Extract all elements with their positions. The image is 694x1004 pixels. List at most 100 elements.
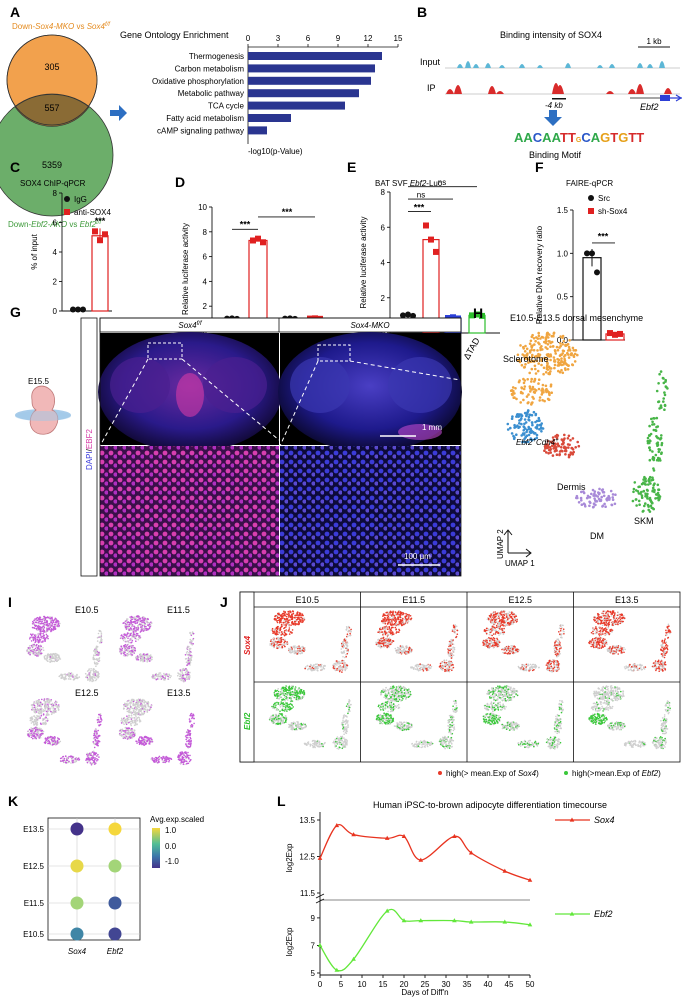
b-gene-label: Ebf2	[640, 102, 659, 112]
umap-cell	[40, 734, 42, 736]
umap-cell	[87, 759, 89, 761]
umap-cell	[126, 715, 128, 717]
umap-cell	[88, 760, 90, 762]
umap-cell	[287, 620, 289, 622]
umap-cell	[656, 442, 659, 445]
umap-cell	[530, 403, 533, 406]
umap-cell	[532, 386, 535, 389]
umap-cell	[150, 706, 152, 708]
umap-cell	[549, 370, 552, 373]
umap-cell	[545, 385, 548, 388]
umap-cell	[189, 651, 191, 653]
umap-cell	[70, 678, 72, 680]
umap-cell	[298, 653, 300, 655]
umap-cell	[97, 759, 99, 761]
umap-cell	[182, 669, 184, 671]
umap-cell	[564, 369, 567, 372]
umap-cell	[294, 622, 296, 624]
umap-cell	[522, 429, 525, 432]
umap-cell	[292, 688, 294, 690]
umap-cell	[190, 648, 192, 650]
motif-letter: G	[600, 130, 610, 145]
umap-cell	[567, 353, 570, 356]
h-cluster-dm: DM	[590, 531, 604, 541]
umap-cell	[143, 630, 145, 632]
umap-cell	[272, 628, 274, 630]
umap-cell	[153, 758, 155, 760]
c-sig: ***	[95, 216, 106, 226]
umap-cell	[44, 639, 46, 641]
umap-cell	[533, 343, 536, 346]
umap-cell	[284, 644, 286, 646]
venn-count-sox4-only: 305	[44, 62, 59, 72]
umap-cell	[92, 673, 94, 675]
umap-cell	[290, 694, 292, 696]
umap-cell	[652, 467, 655, 470]
umap-cell	[141, 742, 143, 744]
c-legend-igg: IgG	[74, 195, 87, 204]
umap-cell	[139, 740, 141, 742]
umap-cell	[534, 391, 537, 394]
umap-cell	[134, 717, 136, 719]
umap-cell	[295, 620, 297, 622]
umap-cell	[185, 739, 187, 741]
umap-cell	[300, 689, 302, 691]
umap-cell	[126, 618, 128, 620]
umap-cell	[145, 628, 147, 630]
umap-cell	[125, 723, 127, 725]
umap-cell	[131, 621, 133, 623]
umap-cell	[46, 658, 48, 660]
go-tick-label: 9	[336, 34, 341, 43]
b-track-ip-label: IP	[427, 83, 436, 93]
umap-cell	[132, 737, 134, 739]
umap-cell	[183, 764, 185, 766]
umap-cell	[128, 654, 130, 656]
panel-letter-c: C	[10, 159, 20, 175]
umap-cell	[96, 671, 98, 673]
umap-cell	[596, 495, 599, 498]
umap-cell	[147, 740, 149, 742]
umap-cell	[535, 372, 538, 375]
umap-cell	[42, 723, 44, 725]
umap-cell	[131, 730, 133, 732]
umap-cell	[153, 760, 155, 762]
umap-cell	[137, 620, 139, 622]
umap-cell	[185, 670, 187, 672]
umap-cell	[575, 497, 578, 500]
umap-cell	[43, 616, 45, 618]
umap-cell	[282, 694, 284, 696]
umap-cell	[292, 618, 294, 620]
umap-cell	[130, 721, 132, 723]
umap-cell	[528, 427, 531, 430]
umap-cell	[346, 664, 348, 666]
umap-cell	[139, 719, 141, 721]
umap-cell	[292, 621, 294, 623]
umap-cell	[291, 700, 293, 702]
b-gene-arrow-icon	[670, 95, 682, 101]
umap-cell	[342, 666, 344, 668]
umap-cell	[41, 623, 43, 625]
umap-cell	[186, 763, 188, 765]
umap-cell	[34, 705, 36, 707]
umap-cell	[46, 656, 48, 658]
umap-cell	[542, 384, 545, 387]
umap-cell	[187, 755, 189, 757]
umap-cell	[180, 674, 182, 676]
umap-cell	[534, 340, 537, 343]
umap-cell	[191, 644, 193, 646]
umap-cell	[289, 612, 291, 614]
umap-cell	[151, 757, 153, 759]
umap-cell	[68, 756, 70, 758]
umap-cell	[187, 752, 189, 754]
umap-cell	[192, 715, 194, 717]
umap-cell	[288, 623, 290, 625]
umap-cell	[41, 728, 43, 730]
umap-cell	[292, 691, 294, 693]
umap-cell	[59, 623, 61, 625]
umap-cell	[147, 709, 149, 711]
umap-cell	[141, 713, 143, 715]
umap-cell	[40, 651, 42, 653]
umap-cell	[561, 343, 564, 346]
umap-cell	[33, 649, 35, 651]
umap-cell	[275, 615, 277, 617]
